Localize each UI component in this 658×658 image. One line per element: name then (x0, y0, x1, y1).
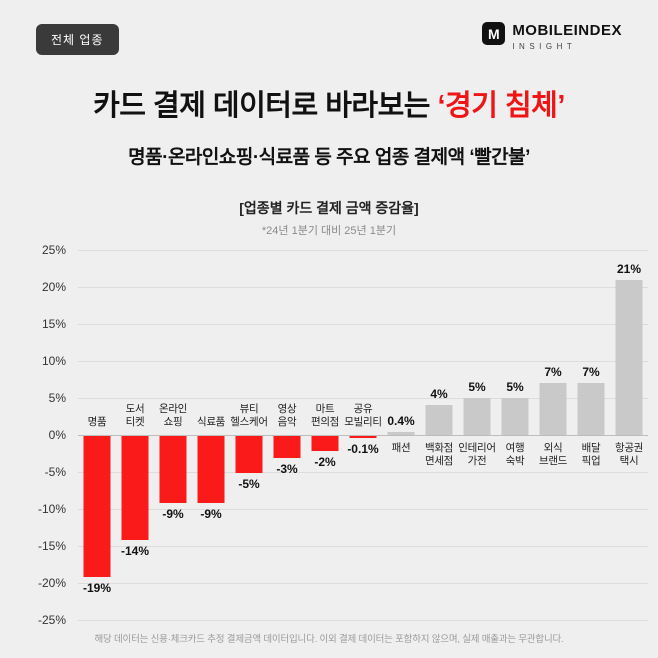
bar-column: 백화점 면세점 4% (420, 250, 458, 620)
category-label: 여행 숙박 (505, 442, 525, 467)
footer-disclaimer: 해당 데이터는 신용·체크카드 추정 결제금액 데이터입니다. 이외 결제 데이… (94, 634, 564, 645)
bar-negative (121, 436, 149, 540)
category-label: 인테리어 가전 (458, 442, 496, 467)
chart-title: [업종별 카드 결제 금액 증감율] (239, 200, 419, 216)
bar-column: 항공권 택시 21% (610, 250, 648, 620)
value-label: 4% (430, 387, 448, 402)
gridline (78, 324, 648, 325)
logo-subtitle: INSIGHT (512, 42, 577, 51)
value-label: -19% (82, 580, 111, 595)
gridline (78, 361, 648, 362)
category-label: 식료품 (196, 416, 226, 428)
bar-negative (197, 436, 225, 503)
y-tick-label: 10% (41, 354, 66, 368)
gridline (78, 398, 648, 399)
y-tick-label: -5% (44, 465, 66, 479)
bar-positive (387, 432, 415, 435)
page-subtitle: 명품·온라인쇼핑·식료품 등 주요 업종 결제액 ‘빨간불’ (128, 147, 530, 168)
category-label: 마트 편의점 (310, 403, 340, 428)
category-label: 영상 음악 (277, 403, 297, 428)
category-label: 명품 (87, 416, 107, 428)
bar-column: 마트 편의점 -2% (306, 250, 344, 620)
value-label: -5% (238, 477, 260, 491)
gridline-zero (78, 435, 648, 436)
y-tick-label: 0% (48, 428, 66, 442)
bar-negative (83, 436, 111, 577)
bar-column: 배달 픽업 7% (572, 250, 610, 620)
value-label: -0.1% (347, 442, 379, 456)
value-label: 0.4% (387, 414, 415, 429)
y-axis: 25% 20% 15% 10% 5% 0% -5% -10% -15% -20% -25% (22, 243, 66, 627)
logo-m-icon: M (482, 22, 506, 45)
bar-positive (425, 405, 453, 435)
gridline (78, 509, 648, 510)
y-tick-label: -20% (37, 576, 66, 590)
value-label: -9% (200, 506, 222, 521)
y-tick-label: 25% (41, 243, 66, 257)
bar-negative (349, 436, 377, 438)
y-tick-label: 15% (41, 317, 66, 331)
bar-chart: 25% 20% 15% 10% 5% 0% -5% -10% -15% -20% -25% 명품 -1… (22, 243, 648, 630)
bar-positive (577, 383, 605, 435)
bar-negative (273, 436, 301, 459)
category-label: 뷰티 헬스케어 (230, 403, 268, 428)
bar-column: 온라인 쇼핑 -9% (154, 250, 192, 620)
chart-note: *24년 1분기 대비 25년 1분기 (261, 225, 397, 237)
bar-positive (463, 398, 491, 435)
bar-negative (235, 436, 263, 473)
category-label: 공유 모빌리티 (344, 403, 382, 428)
title-highlight: ‘경기 침체’ (437, 90, 565, 122)
page-title: 카드 결제 데이터로 바라보는 ‘경기 침체’ (0, 82, 658, 124)
y-tick-label: 20% (41, 280, 66, 294)
category-badge: 전체 업종 (36, 24, 119, 55)
value-label: 21% (616, 261, 642, 276)
bar-positive (501, 398, 529, 435)
y-tick-label: -10% (37, 502, 66, 516)
bar-column: 외식 브랜드 7% (534, 250, 572, 620)
gridline (78, 620, 648, 621)
mobileindex-logo: M MOBILEINDEX INSIGHT (482, 22, 622, 51)
bar-column: 여행 숙박 5% (496, 250, 534, 620)
bar-column: 명품 -19% (78, 250, 116, 620)
value-label: -3% (276, 462, 298, 477)
bar-column: 인테리어 가전 5% (458, 250, 496, 620)
category-label: 배달 픽업 (581, 442, 601, 467)
bar-negative (311, 436, 339, 451)
category-label: 도서 티켓 (125, 403, 145, 428)
value-label: 7% (582, 365, 600, 380)
value-label: 5% (506, 380, 524, 394)
value-label: -9% (162, 506, 184, 521)
gridline (78, 287, 648, 288)
bar-column: 공유 모빌리티 -0.1% (344, 250, 382, 620)
logo-text: MOBILEINDEX INSIGHT (512, 22, 622, 51)
category-label: 온라인 쇼핑 (158, 403, 188, 428)
bar-column: 패션 0.4% (382, 250, 420, 620)
y-tick-label: 5% (48, 391, 66, 405)
bar-positive (615, 279, 643, 435)
bar-column: 식료품 -9% (192, 250, 230, 620)
category-label: 패션 (391, 442, 411, 454)
gridline (78, 583, 648, 584)
y-tick-label: -15% (37, 539, 66, 553)
value-label: -2% (314, 454, 336, 469)
value-label: -14% (120, 543, 149, 558)
value-label: 7% (544, 365, 562, 380)
title-prefix: 카드 결제 데이터로 바라보는 (93, 90, 438, 122)
logo-name: MOBILEINDEX (512, 22, 622, 39)
category-label: 백화점 면세점 (424, 442, 454, 467)
bar-column: 영상 음악 -3% (268, 250, 306, 620)
gridline (78, 546, 648, 547)
category-label: 항공권 택시 (614, 442, 644, 467)
gridline (78, 472, 648, 473)
plot-area: 명품 -19% 도서 티켓 -14% 온라인 쇼핑 -9% 식료품 -9% 뷰티 헬스케어 -5%… (78, 250, 648, 621)
y-tick-label: -25% (37, 613, 66, 627)
bar-positive (539, 383, 567, 435)
bar-negative (159, 436, 187, 503)
value-label: 5% (468, 380, 486, 394)
bar-column: 뷰티 헬스케어 -5% (230, 250, 268, 620)
category-label: 외식 브랜드 (538, 442, 568, 467)
bar-column: 도서 티켓 -14% (116, 250, 154, 620)
gridline (78, 250, 648, 251)
